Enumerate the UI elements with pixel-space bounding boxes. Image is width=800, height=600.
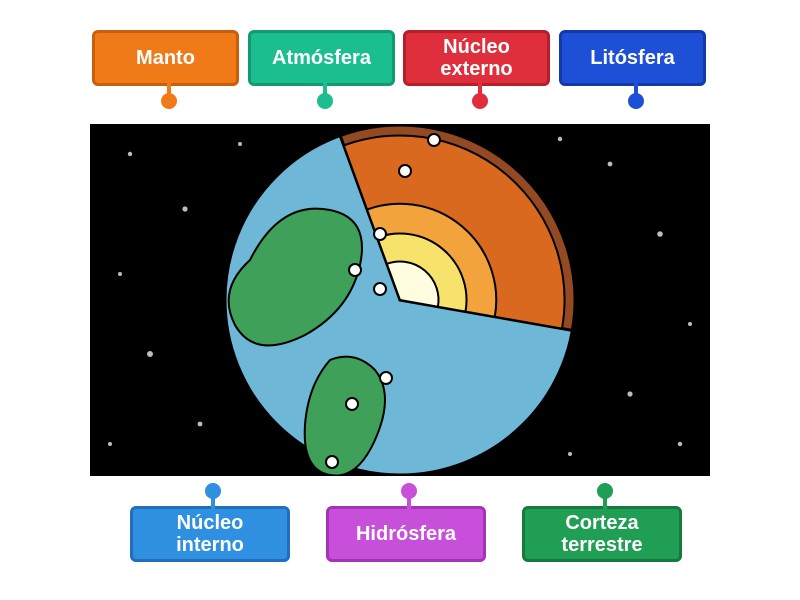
label-text: Manto [136,47,195,69]
pin-icon [628,93,644,109]
label-text: Litósfera [590,47,674,69]
diagram-stage [90,124,710,476]
hotspot-hydrosphere[interactable] [345,397,359,411]
hotspot-below[interactable] [325,455,339,469]
label-hidrosfera[interactable]: Hidrósfera [326,506,486,562]
hotspot-crust[interactable] [398,164,412,178]
label-text: Núcleo interno [141,512,279,556]
label-atmosfera[interactable]: Atmósfera [248,30,395,86]
label-text: Núcleo externo [414,36,539,80]
pin-icon [401,483,417,499]
earth-cutaway [220,124,580,476]
label-text: Hidrósfera [356,523,456,545]
hotspot-lithosphere[interactable] [379,371,393,385]
label-manto[interactable]: Manto [92,30,239,86]
label-nucleo-interno[interactable]: Núcleo interno [130,506,290,562]
label-corteza[interactable]: Corteza terrestre [522,506,682,562]
pin-icon [317,93,333,109]
pin-icon [161,93,177,109]
hotspot-inner-core[interactable] [373,282,387,296]
hotspot-mantle[interactable] [373,227,387,241]
hotspot-outer-core[interactable] [348,263,362,277]
pin-icon [205,483,221,499]
pin-icon [472,93,488,109]
label-text: Corteza terrestre [533,512,671,556]
pin-icon [597,483,613,499]
label-text: Atmósfera [272,47,371,69]
label-nucleo-externo[interactable]: Núcleo externo [403,30,550,86]
label-litosfera[interactable]: Litósfera [559,30,706,86]
hotspot-atmosphere[interactable] [427,133,441,147]
